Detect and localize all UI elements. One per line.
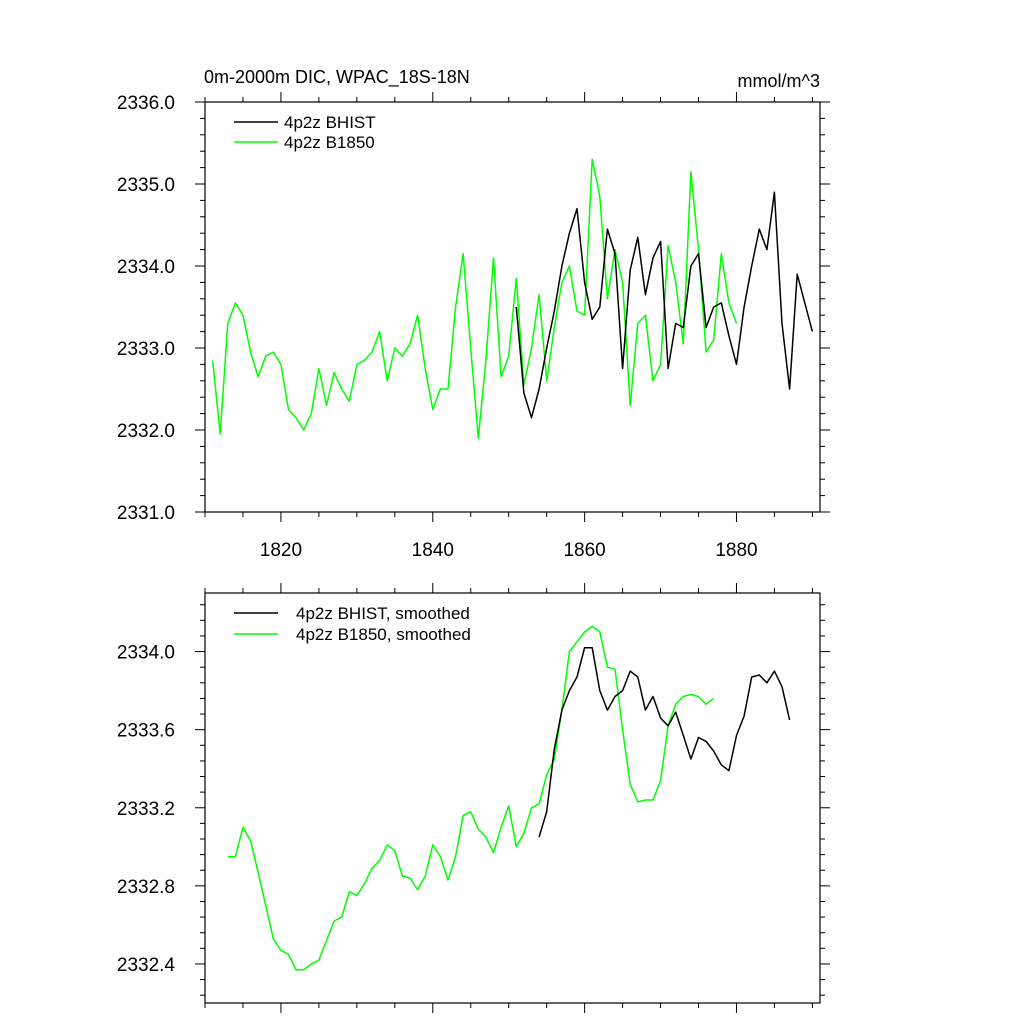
y-tick-label: 2332.4	[117, 955, 176, 976]
units-label: mmol/m^3	[738, 71, 820, 91]
y-tick-label: 2332.8	[117, 877, 175, 898]
top-panel: 0m-2000m DIC, WPAC_18S-18N mmol/m^3 4p2z…	[117, 67, 830, 561]
x-tick-label: 1880	[715, 540, 757, 561]
plot-frame	[204, 101, 821, 513]
y-tick-label: 2332.0	[117, 421, 175, 442]
plot-frame	[204, 592, 821, 1004]
y-tick-label: 2331.0	[117, 503, 175, 524]
series-line-b1850	[211, 158, 738, 439]
series-line-bhist	[538, 646, 791, 838]
x-tick-label: 1820	[260, 540, 302, 561]
y-tick-label: 2336.0	[117, 93, 175, 114]
legend-smoothed: 4p2z BHIST, smoothed 4p2z B1850, smoothe…	[234, 604, 471, 644]
y-tick-label: 2333.6	[117, 721, 175, 742]
x-tick-label: 1860	[563, 540, 605, 561]
y-tick-label: 2333.2	[117, 799, 175, 820]
legend: 4p2z BHIST 4p2z B1850	[234, 113, 376, 152]
y-tick-label: 2333.0	[117, 339, 175, 360]
x-tick-label: 1840	[412, 540, 454, 561]
bottom-panel: 4p2z BHIST, smoothed 4p2z B1850, smoothe…	[117, 583, 830, 1013]
y-tick-label: 2334.0	[117, 643, 175, 664]
y-tick-label: 2335.0	[117, 175, 175, 196]
legend-label-b1850: 4p2z B1850	[284, 133, 375, 152]
y-tick-label: 2334.0	[117, 257, 175, 278]
series-line-bhist	[515, 191, 814, 419]
legend-label-bhist: 4p2z BHIST	[284, 113, 376, 132]
legend-label-bhist-smoothed: 4p2z BHIST, smoothed	[296, 604, 470, 623]
legend-label-b1850-smoothed: 4p2z B1850, smoothed	[296, 625, 471, 644]
chart-title: 0m-2000m DIC, WPAC_18S-18N	[204, 67, 470, 88]
series-line-b1850	[227, 625, 715, 971]
